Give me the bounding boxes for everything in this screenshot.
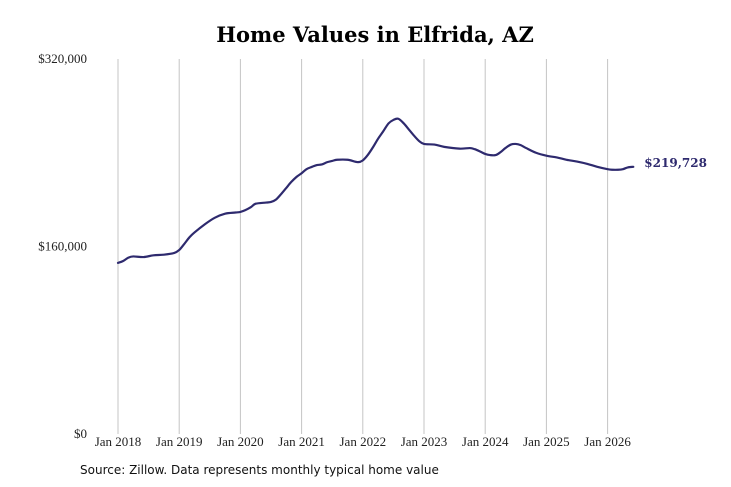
x-axis-tick-labels: Jan 2018 Jan 2019 Jan 2020 Jan 2021 Jan 2022…: [95, 434, 632, 449]
latest-value-label: $219,728: [644, 156, 707, 170]
source-note: Source: Zillow. Data represents monthly …: [80, 463, 439, 477]
y-tick-label-1: $160,000: [38, 239, 87, 254]
x-tick-label-0: Jan 2018: [95, 434, 142, 449]
home-value-line: [116, 117, 635, 265]
x-tick-label-7: Jan 2025: [523, 434, 570, 449]
x-tick-label-6: Jan 2024: [462, 434, 509, 449]
y-axis-tick-labels: $0 $160,000 $320,000: [38, 51, 87, 441]
x-tick-label-1: Jan 2019: [156, 434, 203, 449]
x-tick-label-8: Jan 2026: [584, 434, 631, 449]
x-tick-label-5: Jan 2023: [401, 434, 448, 449]
y-tick-label-2: $320,000: [38, 51, 87, 66]
y-tick-label-0: $0: [74, 426, 87, 441]
grid-lines: [117, 59, 609, 434]
x-tick-label-3: Jan 2021: [278, 434, 325, 449]
chart-title: Home Values in Elfrida, AZ: [216, 22, 534, 47]
x-tick-label-2: Jan 2020: [217, 434, 264, 449]
x-tick-label-4: Jan 2022: [340, 434, 387, 449]
